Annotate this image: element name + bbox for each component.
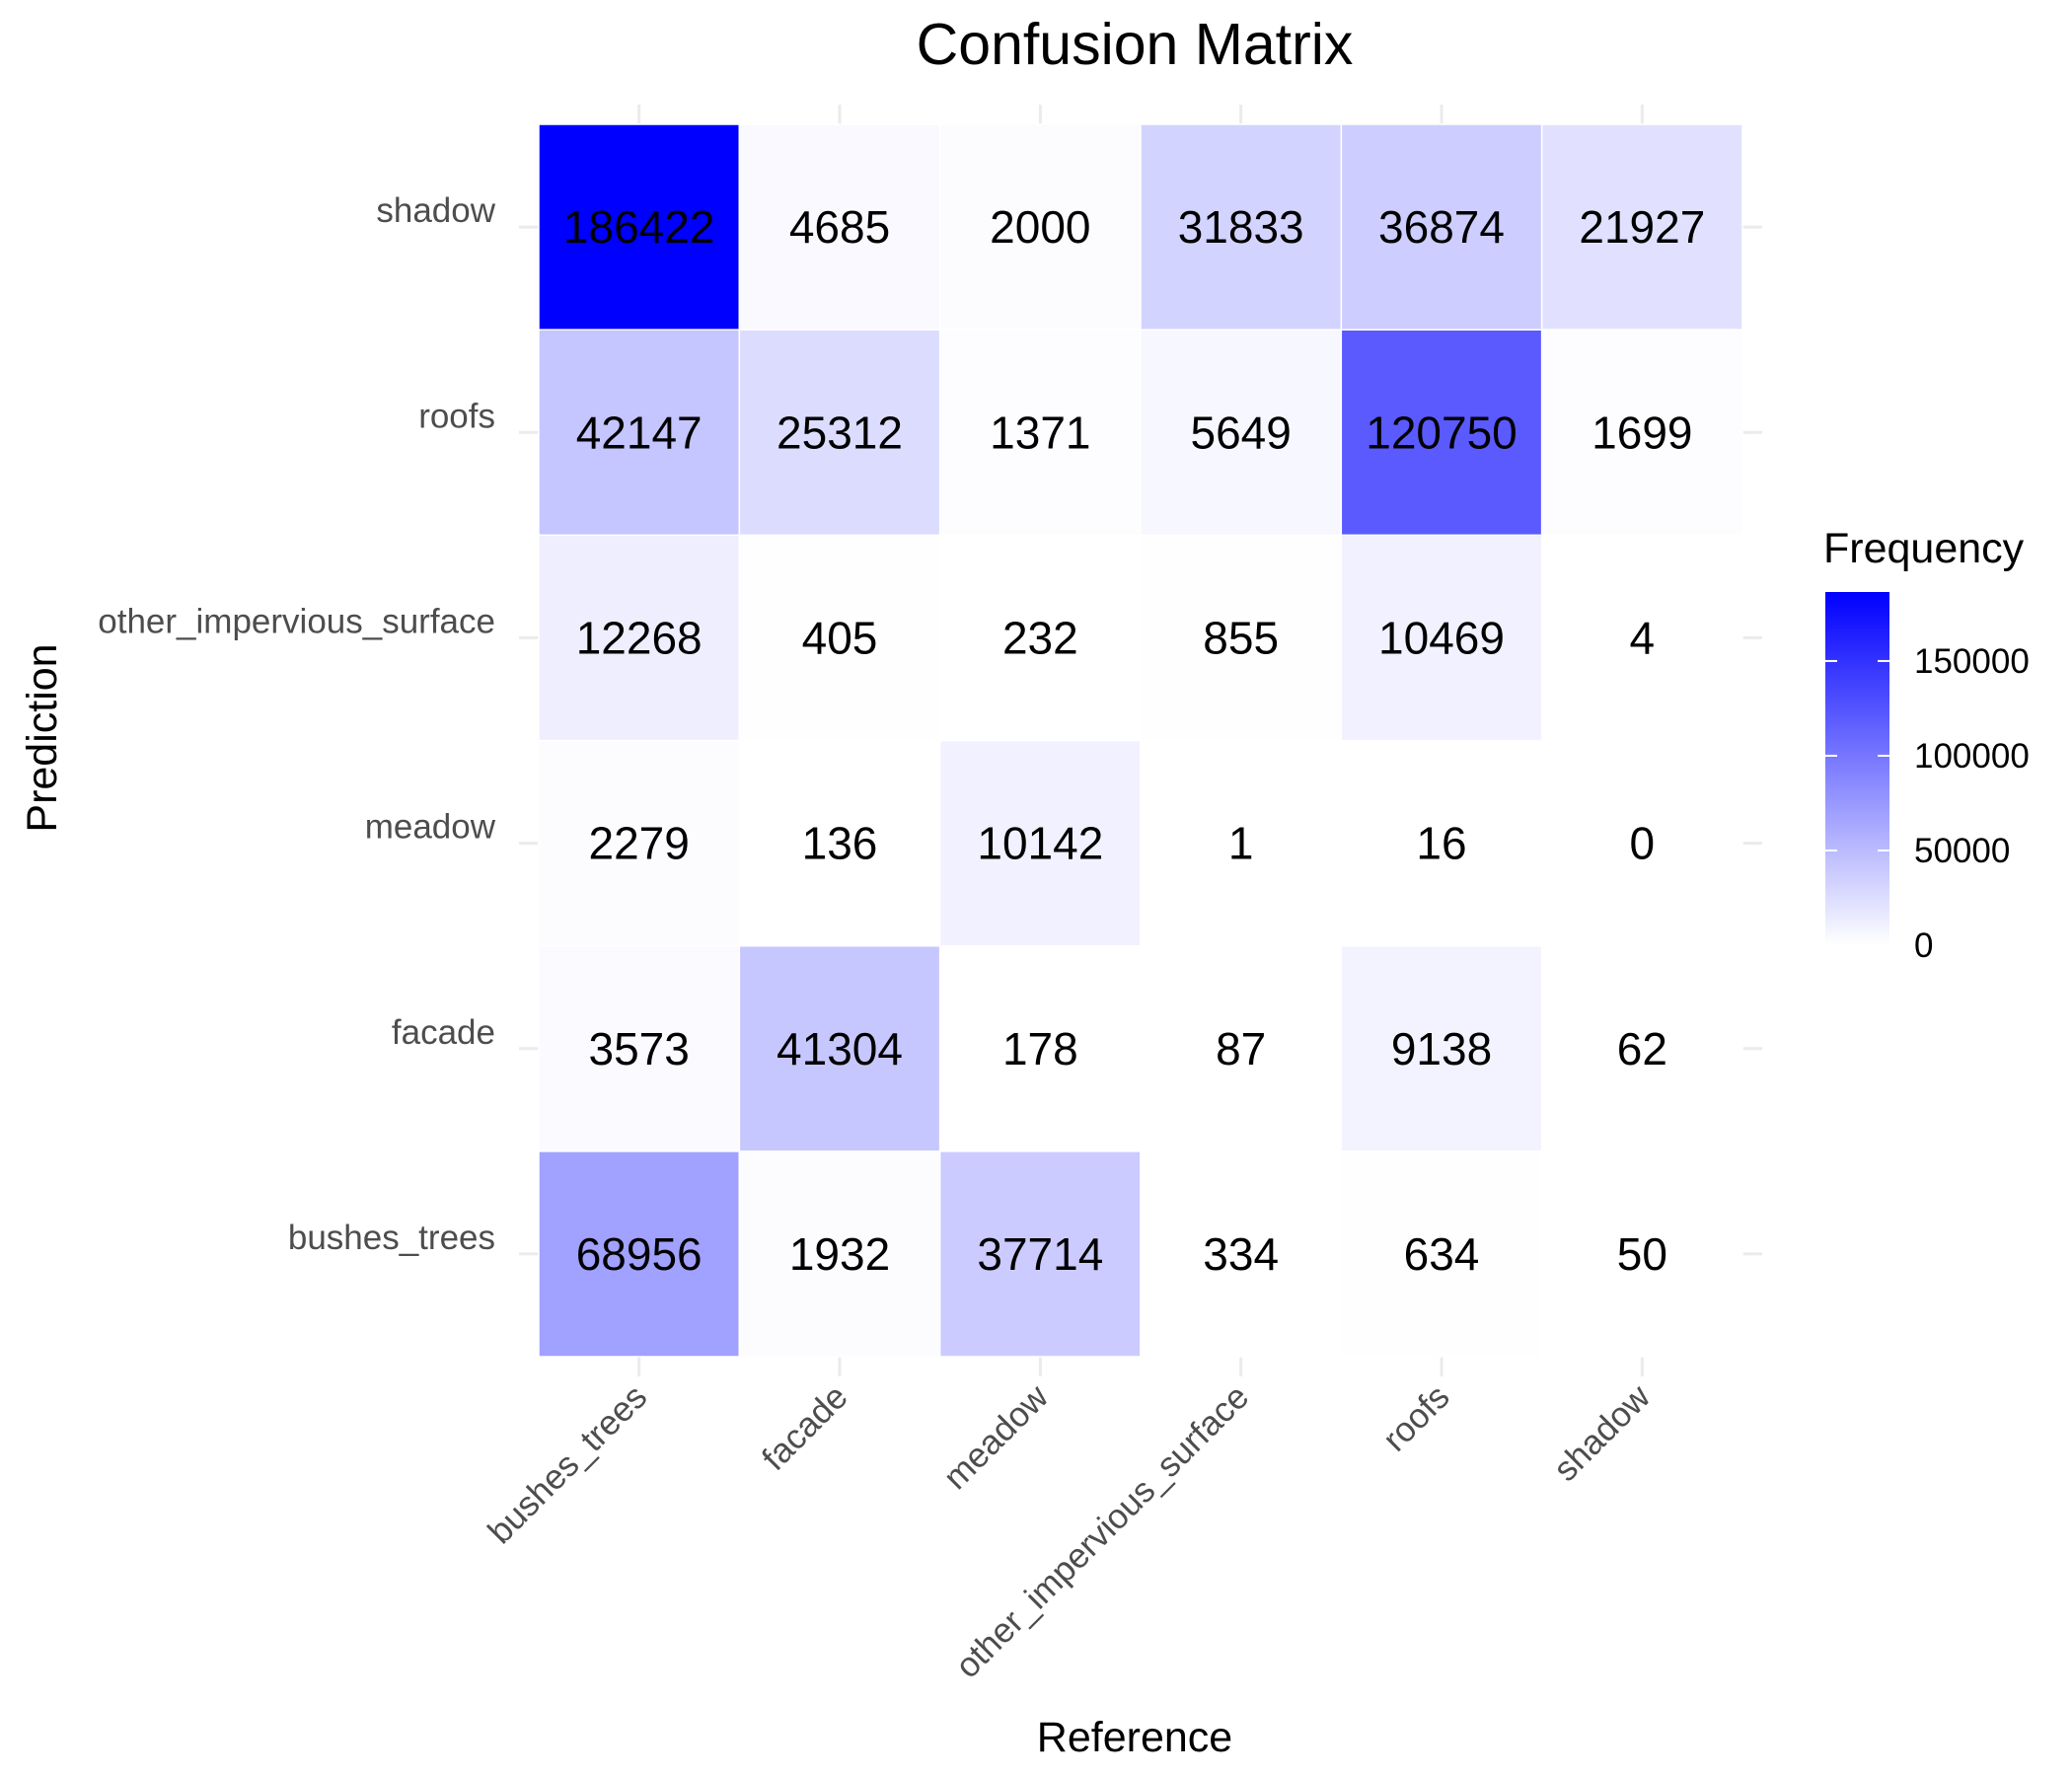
heatmap-cell — [1340, 534, 1543, 742]
legend-tick-label: 0 — [1914, 926, 1933, 965]
y-tick-label: roofs — [418, 397, 495, 435]
legend-title: Frequency — [1823, 525, 2025, 572]
cell-value-label: 334 — [1203, 1228, 1279, 1280]
heatmap-cell — [1540, 739, 1743, 947]
cell-value-label: 10469 — [1378, 612, 1505, 663]
heatmap-cell — [1540, 944, 1743, 1152]
cell-value-label: 136 — [802, 818, 878, 869]
cell-value-label: 31833 — [1178, 201, 1304, 253]
heatmap-cell — [738, 1150, 941, 1358]
heatmap-cell — [1340, 123, 1543, 331]
heatmap-cell — [738, 534, 941, 742]
heatmap-cell — [938, 329, 1142, 537]
heatmap-cell — [938, 739, 1142, 947]
x-tick-label: bushes_trees — [481, 1377, 654, 1551]
cell-value-label: 1699 — [1591, 407, 1692, 458]
y-axis-title: Prediction — [19, 643, 66, 832]
heatmap-cell — [538, 739, 741, 947]
cell-value-label: 1 — [1228, 818, 1254, 869]
heatmap-cell — [738, 739, 941, 947]
cell-value-label: 120750 — [1366, 407, 1517, 458]
legend-tick-label: 50000 — [1914, 832, 2010, 870]
heatmap-cell — [938, 123, 1142, 331]
heatmap-cell — [1140, 944, 1343, 1152]
cell-value-label: 21927 — [1579, 201, 1705, 253]
legend-tick-label: 150000 — [1914, 642, 2030, 681]
legend-ticks: 0 50000 100000 150000 — [1825, 642, 2030, 965]
cell-value-label: 68956 — [576, 1228, 703, 1280]
x-axis-title: Reference — [1037, 1714, 1232, 1761]
heatmap-cell — [538, 534, 741, 742]
heatmap-cell — [1340, 1150, 1543, 1358]
cell-value-label: 25312 — [777, 407, 903, 458]
cell-value-label: 855 — [1203, 612, 1279, 663]
y-tick-label: bushes_trees — [288, 1219, 495, 1257]
cell-value-label: 634 — [1404, 1228, 1480, 1280]
cell-value-label: 405 — [802, 612, 878, 663]
heatmap-cell — [1540, 1150, 1743, 1358]
heatmap-cell — [538, 123, 741, 331]
y-tick-label: other_impervious_surface — [98, 602, 495, 640]
cell-value-label: 2000 — [990, 201, 1090, 253]
cell-value-label: 232 — [1002, 612, 1078, 663]
heatmap-cell — [538, 1150, 741, 1358]
heatmap-cell — [738, 329, 941, 537]
heatmap-cell — [1140, 534, 1343, 742]
cell-value-label: 0 — [1630, 818, 1656, 869]
chart-title: Confusion Matrix — [917, 12, 1354, 77]
cell-value-label: 1371 — [990, 407, 1090, 458]
cell-value-label: 42147 — [576, 407, 703, 458]
heatmap-cell — [1540, 534, 1743, 742]
cell-value-label: 10142 — [977, 818, 1103, 869]
heatmap-cell — [1540, 329, 1743, 537]
cell-value-label: 4685 — [789, 201, 890, 253]
heatmap-cell — [1340, 739, 1543, 947]
heatmap-cells — [538, 123, 1743, 1358]
y-tick-label: meadow — [365, 808, 496, 847]
heatmap-cell — [538, 944, 741, 1152]
cell-value-label: 3573 — [588, 1023, 689, 1074]
cell-value-label: 87 — [1216, 1023, 1266, 1074]
cell-value-label: 41304 — [777, 1023, 903, 1074]
cell-value-label: 36874 — [1378, 201, 1505, 253]
y-axis-tick-labels: bushes_trees facade meadow other_impervious… — [98, 191, 495, 1257]
x-tick-label: facade — [755, 1377, 855, 1478]
x-tick-label: roofs — [1375, 1377, 1457, 1459]
cell-value-label: 12268 — [576, 612, 703, 663]
heatmap-cell — [1340, 944, 1543, 1152]
x-axis-tick-labels: bushes_trees facade meadowother_impervious… — [481, 1377, 1658, 1686]
cell-value-label: 178 — [1002, 1023, 1078, 1074]
cell-value-labels: 68956 1932 37714 334 634 50 3573 41304 178 87 9138… — [563, 201, 1705, 1280]
heatmap-cell — [1140, 739, 1343, 947]
cell-value-label: 186422 — [563, 201, 715, 253]
heatmap-cell — [738, 944, 941, 1152]
y-tick-label: facade — [392, 1013, 495, 1052]
heatmap-cell — [738, 123, 941, 331]
cell-value-label: 62 — [1617, 1023, 1667, 1074]
x-tick-label: shadow — [1546, 1377, 1658, 1489]
cell-value-label: 2279 — [588, 818, 689, 869]
heatmap-cell — [938, 534, 1142, 742]
y-tick-label: shadow — [376, 191, 495, 230]
legend-tick-label: 100000 — [1914, 737, 2030, 776]
cell-value-label: 37714 — [977, 1228, 1103, 1280]
cell-value-label: 50 — [1617, 1228, 1667, 1280]
legend: Frequency 0 50000 100000 150000 — [1823, 525, 2030, 965]
cell-value-label: 16 — [1416, 818, 1466, 869]
x-tick-label: meadow — [936, 1377, 1057, 1498]
cell-value-label: 1932 — [789, 1228, 890, 1280]
cell-value-label: 4 — [1630, 612, 1656, 663]
heatmap-cell — [1540, 123, 1743, 331]
heatmap-cell — [1340, 329, 1543, 537]
legend-colorbar — [1825, 592, 1889, 945]
cell-value-label: 5649 — [1190, 407, 1291, 458]
cell-value-label: 9138 — [1391, 1023, 1492, 1074]
